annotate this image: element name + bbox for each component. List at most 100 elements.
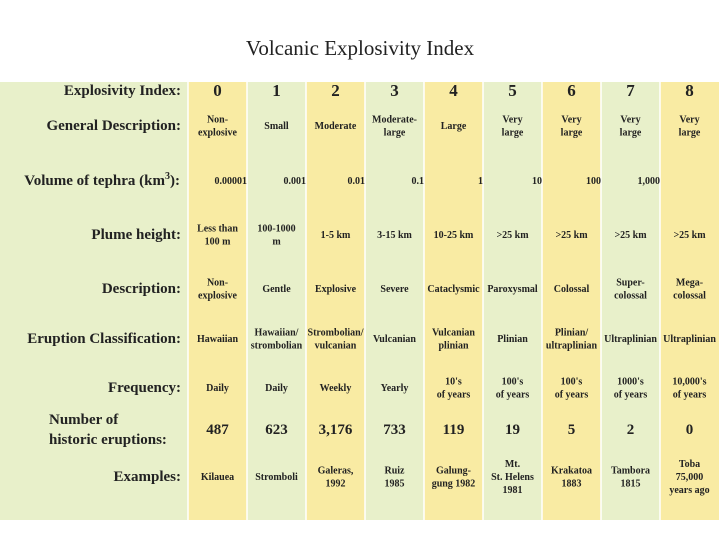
cell-line: ultraplinian [546,341,598,352]
cell: 0.00001 [215,176,248,187]
row-label: General Description: [46,118,181,134]
cell-line: Kilauea [201,472,234,483]
cell: Galeras, 1992 [318,466,354,490]
cell: >25 km [673,230,706,241]
cell-line: large [561,128,583,139]
cell-line: strombolian [251,341,303,352]
cell: 10 [532,176,542,187]
cell-line: Yearly [381,383,409,394]
cell: 2 [627,422,635,438]
cell-line: years ago [669,485,709,496]
cell-line: Daily [265,383,288,394]
cell: Cataclysmic [427,284,480,295]
cell-line: Very [679,115,699,126]
cell-line: Plinian/ [555,328,589,339]
cell: >25 km [496,230,529,241]
cell-line: of years [437,390,471,401]
row-label: Examples: [114,469,182,485]
row-label-line: Frequency: [108,380,181,396]
row-label-line: General Description: [46,118,181,134]
cell-line: Toba [679,459,700,470]
cell-line: of years [673,390,707,401]
cell: Large [441,121,467,132]
cell-line: 0.1 [412,176,425,187]
cell-line: St. Helens [491,472,534,483]
cell: Strombolian/vulcanian [308,328,364,352]
cell-line: Vulcanian [432,328,475,339]
row-label-line: historic eruptions: [49,432,167,448]
row-label-sup: 3 [165,171,170,182]
column [424,82,483,520]
header-cell-line: 1 [272,81,281,100]
cell: Tambora 1815 [611,466,650,490]
header-cell: 4 [449,81,458,100]
cell: 119 [443,422,465,438]
cell-line: >25 km [614,230,647,241]
cell-line: 100's [502,377,524,388]
cell: 10,000's of years [672,377,706,401]
cell-line: Large [441,121,467,132]
column [306,82,365,520]
header-cell: 5 [508,81,517,100]
cell-line: 10-25 km [434,230,474,241]
cell-line: 5 [568,422,576,438]
cell: Ruiz 1985 [385,466,406,490]
cell: Severe [380,284,409,295]
cell-line: Galeras, [318,466,354,477]
cell-line: Mega- [676,278,703,289]
cell-line: colossal [614,291,647,302]
cell-line: 1981 [503,485,523,496]
cell-line: 1992 [326,479,346,490]
cell: Less than 100 m [197,224,238,248]
row-label-line: Description: [102,281,181,297]
header-cell-line: 2 [331,81,340,100]
cell-line: colossal [673,291,706,302]
cell-line: 10's [445,377,462,388]
cell: Ultraplinian [663,334,716,345]
row-label: Plume height: [91,227,181,243]
column [660,82,719,520]
cell-line: Less than [197,224,238,235]
header-cell: 7 [626,81,635,100]
row-label: Number of historic eruptions: [49,412,167,448]
cell-line: 3,176 [319,422,353,438]
label-column [0,82,188,520]
header-cell-line: 6 [567,81,576,100]
cell: 1,000 [638,176,661,187]
cell-line: Very [561,115,581,126]
cell: 0.01 [348,176,366,187]
cell: Yearly [381,383,409,394]
row-label: Explosivity Index: [64,83,181,99]
cell: 0.001 [284,176,307,187]
header-cell: 1 [272,81,281,100]
cell: Hawaiian/strombolian [251,328,303,352]
cell-line: 19 [505,422,520,438]
cell: Moderate-large [372,115,417,139]
cell: 1 [478,176,483,187]
cell-line: of years [614,390,648,401]
cell: Krakatoa 1883 [551,466,592,490]
cell-line: m [272,237,281,248]
cell-line: 2 [627,422,635,438]
cell-line: Tambora [611,466,650,477]
cell: Toba 75,000 years ago [669,459,709,496]
cell: 3-15 km [377,230,412,241]
cell-line: large [620,128,642,139]
cell-line: Explosive [315,284,357,295]
cell-line: 1815 [621,479,641,490]
cell: Plinian/ultraplinian [546,328,598,352]
header-cell: 6 [567,81,576,100]
cell-line: 1000's [617,377,644,388]
cell-line: 0.01 [348,176,366,187]
cell-line: >25 km [673,230,706,241]
cell: Very large [620,115,642,139]
row-label: Volume of tephra (km3): [24,171,180,189]
cell-line: 100 [586,176,601,187]
cell-line: Small [264,121,289,132]
cell-line: plinian [438,341,468,352]
cell: Vulcanian plinian [432,328,475,352]
cell-line: 100 m [205,237,232,248]
header-cell-line: 0 [213,81,222,100]
cell-line: 1 [478,176,483,187]
row-label-text: Volume of tephra (km [24,173,165,189]
